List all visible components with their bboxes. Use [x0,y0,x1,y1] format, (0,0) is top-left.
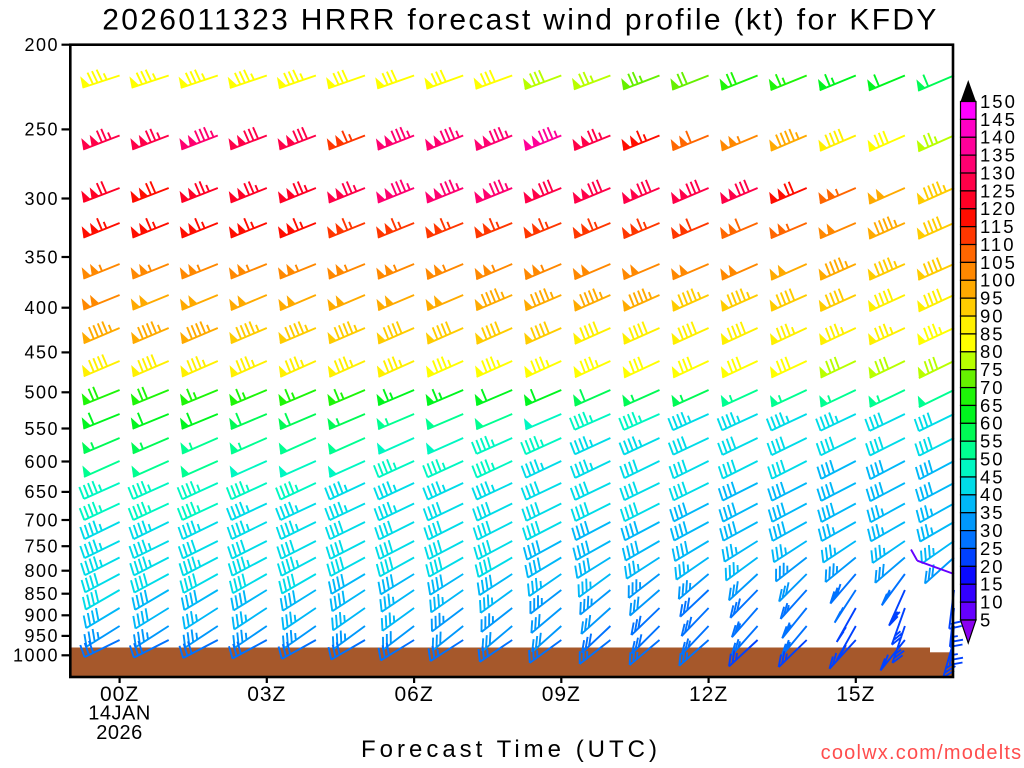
svg-text:15: 15 [980,574,1005,595]
svg-text:250: 250 [24,120,59,140]
svg-text:115: 115 [980,216,1016,237]
svg-text:15Z: 15Z [836,683,875,706]
svg-text:950: 950 [24,626,59,646]
svg-text:75: 75 [980,359,1005,380]
svg-text:20: 20 [980,556,1005,577]
svg-text:coolwx.com/modelts: coolwx.com/modelts [821,742,1023,764]
svg-text:12Z: 12Z [689,683,728,706]
svg-text:85: 85 [980,323,1005,344]
svg-text:95: 95 [980,288,1005,309]
svg-text:45: 45 [980,466,1005,487]
svg-text:125: 125 [980,180,1017,201]
svg-text:03Z: 03Z [247,683,286,706]
svg-text:140: 140 [980,127,1017,148]
svg-text:100: 100 [980,270,1017,291]
svg-text:200: 200 [24,35,59,55]
svg-text:130: 130 [980,162,1017,183]
svg-text:145: 145 [980,109,1017,130]
svg-text:60: 60 [980,413,1005,434]
svg-text:650: 650 [24,482,59,502]
svg-text:350: 350 [24,247,59,267]
svg-text:09Z: 09Z [542,683,581,706]
svg-text:00Z: 00Z [100,683,139,706]
svg-text:2026011323 HRRR forecast wind: 2026011323 HRRR forecast wind profile (k… [102,4,938,37]
svg-text:450: 450 [24,343,59,363]
svg-text:06Z: 06Z [395,683,434,706]
svg-text:1000: 1000 [13,646,59,666]
svg-text:600: 600 [24,452,59,472]
svg-text:120: 120 [980,198,1017,219]
svg-text:70: 70 [980,377,1005,398]
svg-text:150: 150 [980,91,1017,112]
svg-text:850: 850 [24,584,59,604]
svg-text:110: 110 [980,234,1016,255]
svg-text:5: 5 [980,609,992,630]
svg-text:50: 50 [980,449,1005,470]
svg-text:2026: 2026 [96,722,143,744]
svg-text:Forecast Time (UTC): Forecast Time (UTC) [361,736,661,763]
svg-text:35: 35 [980,502,1005,523]
svg-text:550: 550 [24,419,59,439]
svg-text:400: 400 [24,298,59,318]
svg-text:10: 10 [980,592,1005,613]
svg-text:65: 65 [980,395,1005,416]
svg-text:500: 500 [24,383,59,403]
svg-text:90: 90 [980,306,1005,327]
svg-text:135: 135 [980,145,1017,166]
svg-text:750: 750 [24,537,59,557]
svg-text:300: 300 [24,189,59,209]
svg-text:40: 40 [980,484,1005,505]
svg-text:55: 55 [980,431,1005,452]
svg-text:14JAN: 14JAN [88,703,151,725]
svg-text:80: 80 [980,341,1005,362]
svg-text:30: 30 [980,520,1005,541]
svg-text:900: 900 [24,606,59,626]
svg-text:800: 800 [24,561,59,581]
svg-text:700: 700 [24,510,59,530]
svg-text:25: 25 [980,538,1005,559]
svg-text:105: 105 [980,252,1017,273]
